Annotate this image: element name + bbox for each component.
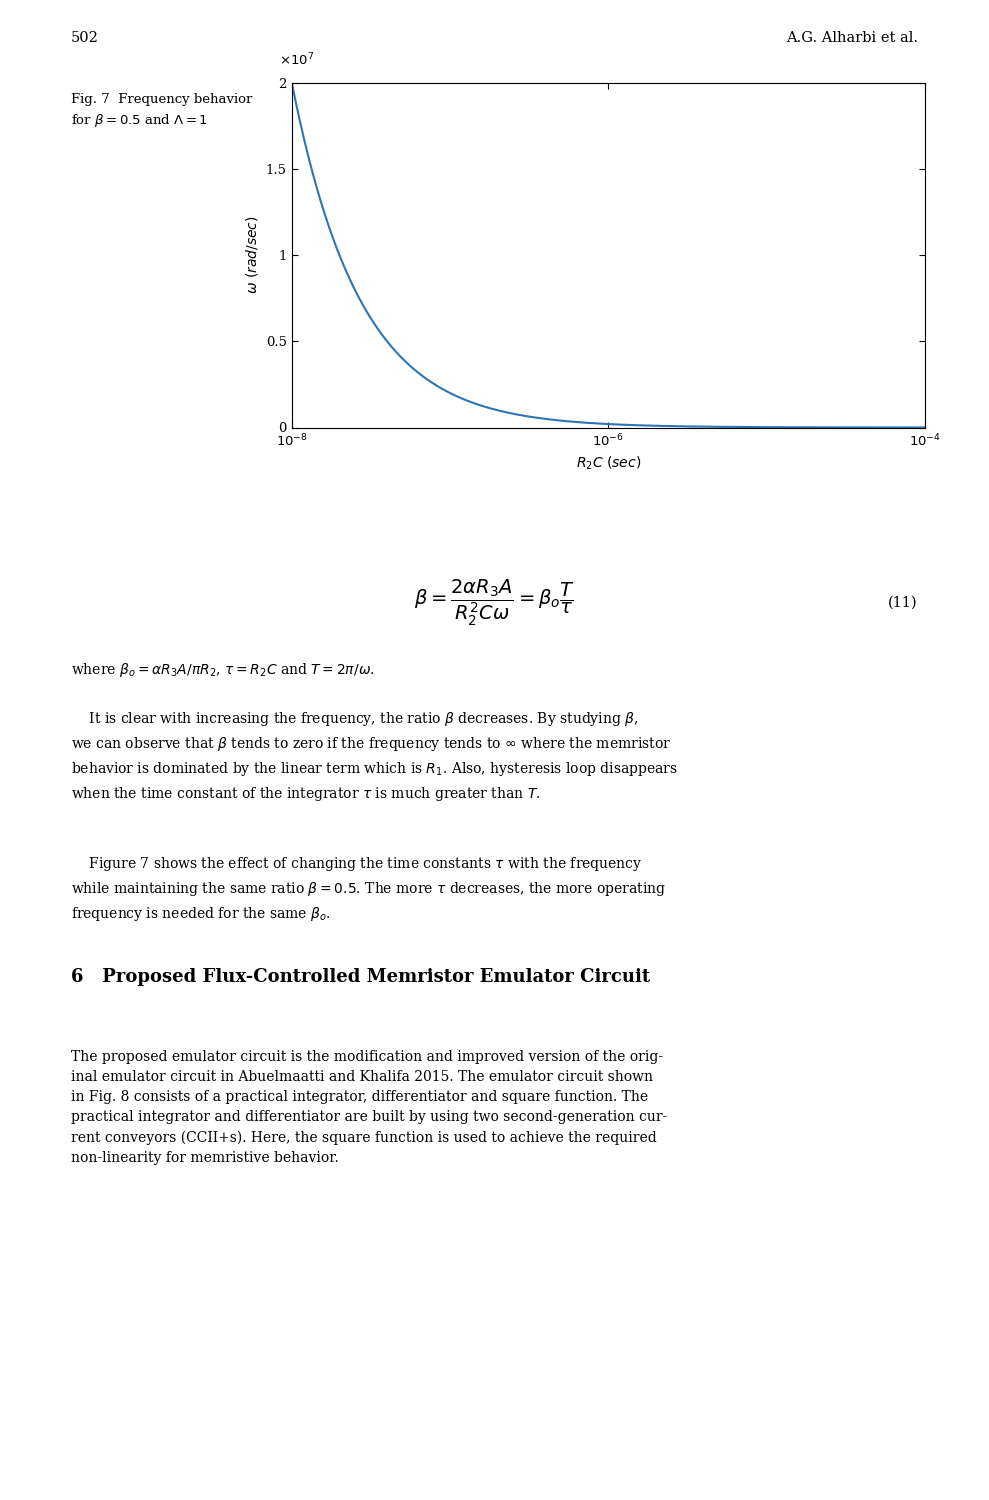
Text: Figure 7 shows the effect of changing the time constants $\tau$ with the frequen: Figure 7 shows the effect of changing th… (71, 855, 667, 924)
Text: (11): (11) (888, 596, 918, 610)
X-axis label: $\mathit{R_2C}$ $\mathit{(sec)}$: $\mathit{R_2C}$ $\mathit{(sec)}$ (576, 454, 641, 472)
Text: $\times 10^7$: $\times 10^7$ (279, 53, 315, 69)
Y-axis label: $\omega$ $\mathit{(rad/sec)}$: $\omega$ $\mathit{(rad/sec)}$ (244, 216, 260, 294)
Text: 502: 502 (71, 32, 99, 45)
Text: It is clear with increasing the frequency, the ratio $\beta$ decreases. By study: It is clear with increasing the frequenc… (71, 710, 678, 803)
Text: Fig. 7  Frequency behavior
for $\beta = 0.5$ and $\Lambda = 1$: Fig. 7 Frequency behavior for $\beta = 0… (71, 93, 252, 129)
Text: $\beta = \dfrac{2\alpha R_3 A}{R_2^2 C\omega} = \beta_o \dfrac{T}{\tau}$: $\beta = \dfrac{2\alpha R_3 A}{R_2^2 C\o… (414, 578, 575, 628)
Text: where $\beta_o = \alpha R_3 A/\pi R_2$, $\tau = R_2 C$ and $T = 2\pi/\omega$.: where $\beta_o = \alpha R_3 A/\pi R_2$, … (71, 662, 375, 680)
Text: 6   Proposed Flux-Controlled Memristor Emulator Circuit: 6 Proposed Flux-Controlled Memristor Emu… (71, 968, 651, 986)
Text: A.G. Alharbi et al.: A.G. Alharbi et al. (786, 32, 918, 45)
Text: The proposed emulator circuit is the modification and improved version of the or: The proposed emulator circuit is the mod… (71, 1050, 668, 1166)
